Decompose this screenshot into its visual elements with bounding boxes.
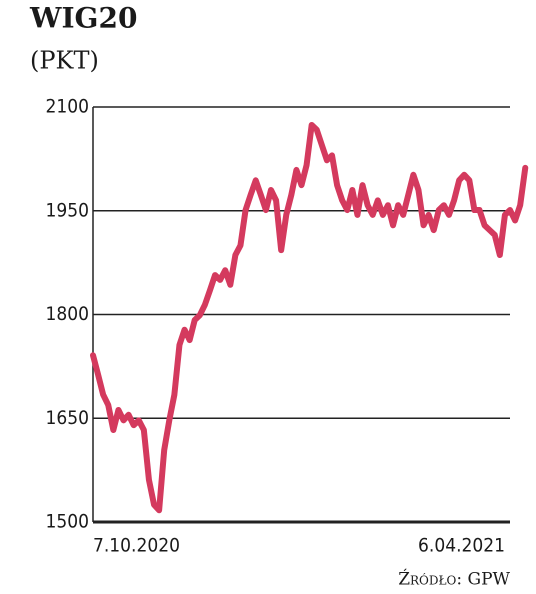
chart-title: WIG20 [29,2,137,35]
line [90,121,529,514]
x-tick-label: 7.10.2020 [93,535,180,557]
y-tick-label: 1800 [46,303,90,325]
y-tick-label: 2100 [46,96,90,118]
y-tick-label: 1650 [46,407,90,429]
chart-subtitle: (PKT) [30,47,99,75]
y-tick-label: 1950 [46,199,90,221]
source: Źródło: GPW [398,569,510,590]
y-tick-label: 1500 [46,511,90,533]
x-tick-label: 6.04.2021 [418,535,505,557]
